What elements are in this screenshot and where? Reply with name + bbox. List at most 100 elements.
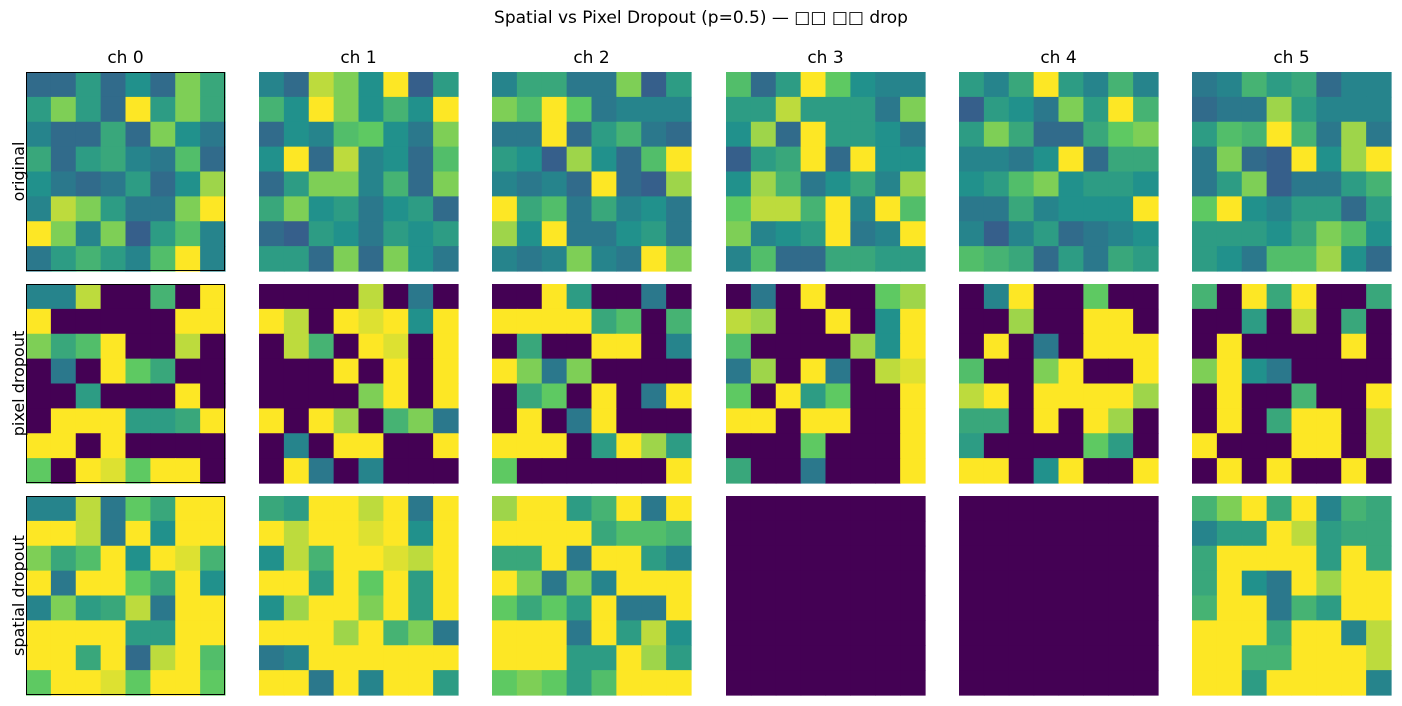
heatmap-cell (850, 221, 876, 247)
heatmap-cell (175, 121, 201, 148)
heatmap-cell (825, 496, 851, 522)
heatmap-cell (616, 645, 642, 671)
heatmap-cell (200, 308, 226, 335)
heatmap-cell (825, 284, 851, 310)
heatmap-cell (1133, 408, 1159, 434)
heatmap-cell (1033, 408, 1060, 434)
panel-r2-c5 (1192, 496, 1392, 696)
heatmap-cell (26, 595, 52, 621)
column-title: ch 4 (1040, 48, 1076, 68)
heatmap-cell (1108, 333, 1134, 360)
heatmap-cell (726, 221, 752, 247)
heatmap-cell (1108, 284, 1134, 310)
heatmap-cell (50, 645, 77, 671)
heatmap-cell (1008, 171, 1035, 197)
heatmap-cell (1108, 545, 1134, 572)
heatmap-cell (1108, 383, 1134, 409)
heatmap-cell (616, 383, 642, 409)
heatmap-cell (516, 408, 543, 434)
heatmap-cell (959, 333, 985, 360)
heatmap-cell (983, 645, 1010, 671)
heatmap-cell (125, 408, 151, 434)
heatmap-cell (1241, 308, 1268, 335)
heatmap-cell (566, 96, 593, 123)
heatmap-cell (641, 458, 667, 484)
heatmap-cell (850, 433, 876, 459)
heatmap-cell (259, 408, 285, 434)
heatmap-cell (358, 670, 384, 696)
heatmap-cell (800, 96, 827, 123)
heatmap-cell (125, 620, 151, 646)
heatmap-cell (1133, 433, 1159, 459)
heatmap-cell (726, 333, 752, 360)
heatmap-cell (1216, 358, 1243, 385)
heatmap-cell (1108, 433, 1134, 459)
heatmap-cell (26, 308, 52, 335)
heatmap-cell (175, 196, 201, 222)
heatmap-cell (541, 383, 568, 409)
heatmap-cell (433, 620, 459, 646)
heatmap-cell (1058, 72, 1084, 98)
heatmap-cell (726, 496, 752, 522)
heatmap-cell (100, 458, 127, 484)
heatmap-cell (641, 284, 667, 310)
heatmap-cell (259, 72, 285, 98)
heatmap-cell (775, 284, 802, 310)
heatmap-cell (175, 284, 201, 310)
heatmap-cell (1058, 308, 1084, 335)
heatmap-cell (1033, 458, 1060, 484)
heatmap-cell (825, 433, 851, 459)
heatmap-cell (516, 520, 543, 547)
heatmap-cell (900, 246, 926, 272)
heatmap-cell (591, 595, 617, 621)
heatmap-cell (541, 595, 568, 621)
heatmap-cell (283, 496, 310, 522)
panel-r1-c1 (259, 284, 459, 484)
heatmap-cell (308, 308, 335, 335)
heatmap-cell (75, 196, 102, 222)
heatmap-cell (775, 458, 802, 484)
heatmap-cell (983, 121, 1010, 148)
heatmap-cell (1192, 171, 1218, 197)
heatmap-cell (1291, 333, 1317, 360)
heatmap-cell (516, 458, 543, 484)
heatmap-cell (516, 620, 543, 646)
heatmap-cell (383, 246, 409, 272)
heatmap-cell (308, 570, 335, 597)
heatmap-cell (26, 96, 52, 123)
heatmap-cell (200, 333, 226, 360)
heatmap-cell (775, 520, 802, 547)
heatmap-cell (1241, 146, 1268, 173)
heatmap-cell (641, 496, 667, 522)
heatmap-cell (75, 595, 102, 621)
heatmap-cell (541, 246, 568, 272)
heatmap-cell (750, 72, 777, 98)
heatmap-cell (1083, 284, 1109, 310)
heatmap-cell (900, 620, 926, 646)
heatmap-cell (1241, 408, 1268, 434)
heatmap-cell (492, 196, 518, 222)
heatmap-cell (125, 246, 151, 272)
heatmap-cell (591, 458, 617, 484)
heatmap-cell (259, 570, 285, 597)
heatmap-cell (566, 284, 593, 310)
heatmap-cell (1083, 570, 1109, 597)
heatmap-cell (259, 171, 285, 197)
heatmap-cell (541, 496, 568, 522)
heatmap-cell (641, 520, 667, 547)
heatmap-cell (1058, 545, 1084, 572)
heatmap-cell (1083, 121, 1109, 148)
heatmap-cell (125, 496, 151, 522)
heatmap-cell (1291, 121, 1317, 148)
heatmap-cell (1266, 333, 1293, 360)
heatmap-cell (150, 383, 176, 409)
heatmap-cell (1008, 196, 1035, 222)
heatmap-cell (50, 496, 77, 522)
heatmap-cell (433, 570, 459, 597)
heatmap-cell (358, 520, 384, 547)
heatmap-cell (1058, 121, 1084, 148)
heatmap-cell (1033, 545, 1060, 572)
heatmap-cell (408, 496, 434, 522)
panel-r0-c1 (259, 72, 459, 272)
heatmap-cell (875, 333, 901, 360)
